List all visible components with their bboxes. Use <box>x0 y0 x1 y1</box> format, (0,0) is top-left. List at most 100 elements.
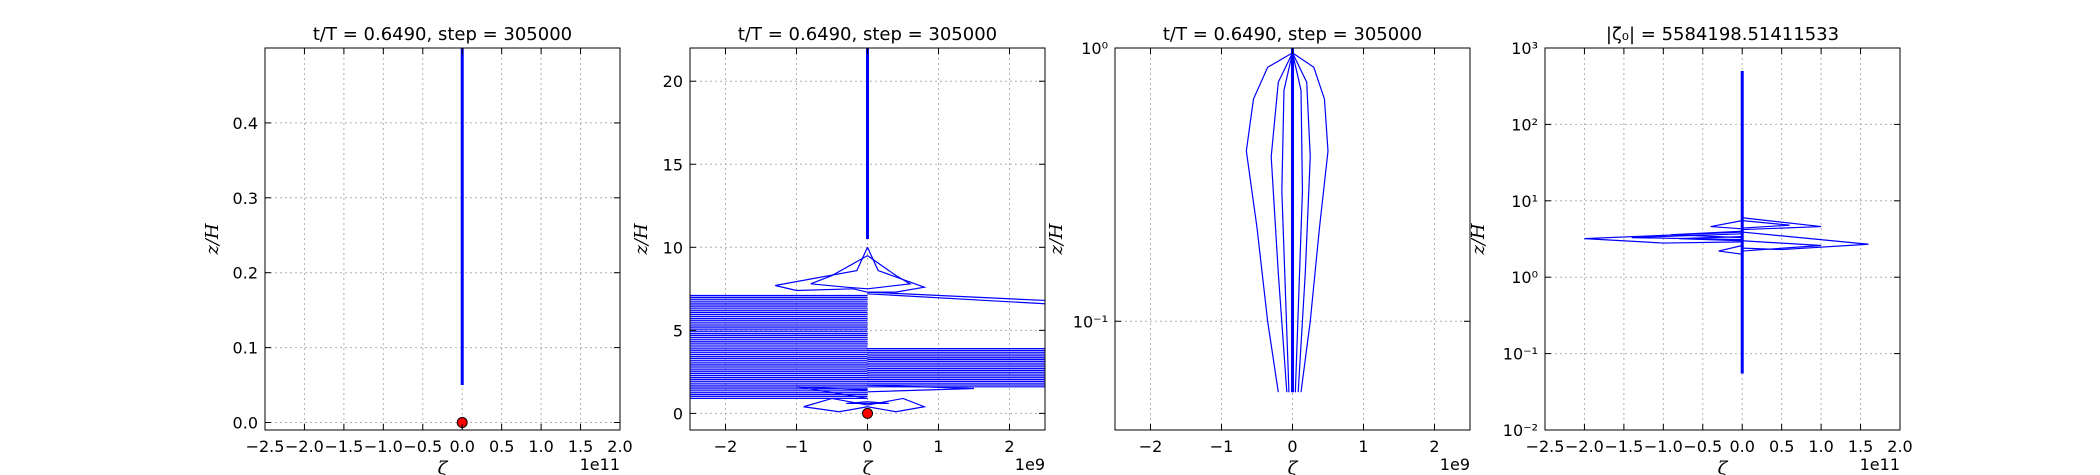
panel-2-line-7 <box>803 397 868 413</box>
panel-1-xlabel: ζ <box>438 458 449 475</box>
panel-4-xlabel: ζ <box>1718 458 1729 475</box>
panel-4-xtick-label-8: 1.5 <box>1848 437 1873 456</box>
panel-2-line-11 <box>846 401 868 405</box>
panel-4-line-10 <box>1671 230 1743 239</box>
panel-2-ytick-label-2: 10 <box>663 238 683 257</box>
panel-3-line-3 <box>1291 52 1311 393</box>
panel-2-title: t/T = 0.6490, step = 305000 <box>738 24 997 45</box>
panel-1-xtick-label-1: −2.0 <box>285 437 324 456</box>
panel-1-ytick-label-2: 0.2 <box>233 264 258 283</box>
panel-1-frame <box>264 47 621 431</box>
panel-1-ytick-label-4: 0.4 <box>233 114 258 133</box>
panel-4-line-8 <box>1742 240 1822 252</box>
panel-4-line-4 <box>1584 231 1743 244</box>
panel-2-xlabel: ζ <box>863 458 874 475</box>
panel-2-ylabel: z/H <box>631 223 652 256</box>
panel-3-plot-area: −2 −1 0 1 2 10⁻¹ 10⁰ <box>1073 39 1471 456</box>
panel-4-ytick-label-1: 10⁻¹ <box>1503 345 1538 364</box>
panel-3-line-2 <box>1270 52 1294 393</box>
panel-2-marker <box>862 407 873 419</box>
panel-1-ylabel: z/H <box>202 223 223 256</box>
panel-3-xlabel: ζ <box>1288 458 1299 475</box>
panel-3-line-1 <box>1292 52 1329 393</box>
panel-4-frame <box>1544 47 1901 431</box>
panel-1-xtick-label-9: 2.0 <box>607 437 632 456</box>
panel-1-title: t/T = 0.6490, step = 305000 <box>313 24 572 45</box>
panel-2-line-4 <box>867 255 912 290</box>
panel-3-line-5 <box>1291 52 1304 393</box>
panel-4-line-3 <box>1710 220 1743 230</box>
panel-2-ytick-label-0: 0 <box>673 404 683 423</box>
panel-4-line-7 <box>1742 231 1869 251</box>
panel-4-line-2 <box>1742 220 1790 229</box>
panel-4-xtick-label-3: −1.0 <box>1644 437 1683 456</box>
panel-1-xtick-label-0: −2.5 <box>246 437 285 456</box>
panel-2-line-1 <box>775 247 869 293</box>
panel-4: −2.5 −2.0 −1.5 −1.0 −0.5 0.0 0.5 1.0 1.5 2.0 10⁻² 1… <box>1468 24 1913 475</box>
panel-4-xtick-label-6: 0.5 <box>1769 437 1794 456</box>
panel-4-xtick-label-1: −2.0 <box>1565 437 1604 456</box>
panel-4-xtick-label-0: −2.5 <box>1526 437 1565 456</box>
panel-4-series <box>1584 71 1869 374</box>
panel-2-line-8 <box>867 397 927 413</box>
panel-3-ylabel: z/H <box>1046 223 1067 256</box>
panel-4-xtick-label-9: 2.0 <box>1887 437 1912 456</box>
panel-4-x-offset: 1e11 <box>1860 455 1900 474</box>
panel-4-line-9 <box>1718 244 1743 255</box>
panel-2-xtick-label-0: −2 <box>714 437 738 456</box>
panel-4-ytick-label-3: 10¹ <box>1511 192 1538 211</box>
panel-3-xtick-label-0: −2 <box>1139 437 1163 456</box>
panel-4-plot-area: −2.5 −2.0 −1.5 −1.0 −0.5 0.0 0.5 1.0 1.5 2.0 10⁻² 1… <box>1503 39 1913 456</box>
panel-2-xtick-label-3: 1 <box>933 437 943 456</box>
panel-1-xtick-label-5: 0.0 <box>449 437 474 456</box>
panel-1-x-offset: 1e11 <box>580 455 620 474</box>
panel-2-line-6 <box>867 293 1045 305</box>
panel-2-line-2 <box>866 247 927 293</box>
panel-1-xtick-label-8: 1.5 <box>568 437 593 456</box>
panel-4-ytick-label-2: 10⁰ <box>1511 268 1538 287</box>
panel-4-xtick-label-7: 1.0 <box>1808 437 1833 456</box>
panel-2-ytick-label-1: 5 <box>673 321 683 340</box>
panel-3-x-offset: 1e9 <box>1440 455 1470 474</box>
panel-1-plot-area: −2.5 −2.0 −1.5 −1.0 −0.5 0.0 0.5 1.0 1.5 2.0 0.0 0.… <box>233 47 633 456</box>
panel-2-ytick-label-3: 15 <box>663 155 683 174</box>
panel-3-title: t/T = 0.6490, step = 305000 <box>1163 24 1422 45</box>
panel-4-ylabel: z/H <box>1468 223 1489 256</box>
panel-1-background <box>265 48 620 430</box>
panel-2-xtick-label-1: −1 <box>785 437 809 456</box>
panel-2-line-9 <box>796 386 868 400</box>
panel-1-xtick-label-2: −1.5 <box>324 437 363 456</box>
panel-3-xtick-label-4: 2 <box>1429 437 1439 456</box>
panel-3: −2 −1 0 1 2 10⁻¹ 10⁰ t/T = 0.6490, step = 3050… <box>1046 24 1471 475</box>
panel-3-series <box>1245 48 1329 393</box>
panel-4-ytick-label-0: 10⁻² <box>1503 421 1538 440</box>
panel-2-xtick-label-4: 2 <box>1004 437 1014 456</box>
panel-1: −2.5 −2.0 −1.5 −1.0 −0.5 0.0 0.5 1.0 1.5 2.0 0.0 0.… <box>202 24 633 475</box>
panel-3-xtick-label-1: −1 <box>1210 437 1234 456</box>
panel-2-ytick-label-4: 20 <box>663 72 683 91</box>
panel-3-line-4 <box>1281 52 1294 393</box>
panel-4-ytick-label-5: 10³ <box>1511 39 1538 58</box>
panel-2-line-12 <box>867 401 889 405</box>
panel-2-line-10 <box>867 384 975 393</box>
panel-4-line-1 <box>1742 217 1822 231</box>
panel-1-xtick-label-3: −1.0 <box>364 437 403 456</box>
panel-2-x-offset: 1e9 <box>1015 455 1045 474</box>
panel-4-xtick-label-4: −0.5 <box>1683 437 1722 456</box>
panel-1-xtick-label-4: −0.5 <box>403 437 442 456</box>
panel-4-title: |ζ₀| = 5584198.51411533 <box>1606 24 1839 45</box>
panel-1-ytick-label-1: 0.1 <box>233 339 258 358</box>
panel-3-ytick-label-0: 10⁻¹ <box>1073 312 1108 331</box>
panel-4-xtick-label-5: 0.0 <box>1729 437 1754 456</box>
panel-3-xtick-label-2: 0 <box>1287 437 1297 456</box>
panel-2-line-3 <box>810 255 868 290</box>
panel-3-ytick-label-1: 10⁰ <box>1081 39 1108 58</box>
panel-1-xtick-label-7: 1.0 <box>528 437 553 456</box>
panel-4-ytick-label-4: 10² <box>1511 115 1538 134</box>
panel-2-xtick-label-2: 0 <box>862 437 872 456</box>
panel-2-line-5 <box>867 291 1045 302</box>
panel-1-ytick-label-3: 0.3 <box>233 189 258 208</box>
